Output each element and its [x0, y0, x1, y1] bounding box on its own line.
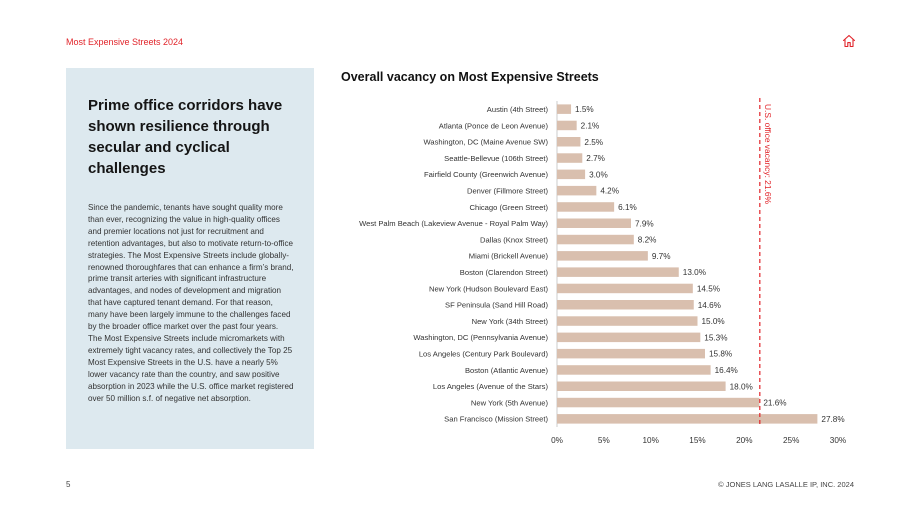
x-tick-label: 15%	[689, 436, 705, 445]
category-label: Chicago (Green Street)	[469, 203, 548, 212]
category-label: SF Peninsula (Sand Hill Road)	[445, 301, 548, 310]
category-label: San Francisco (Mission Street)	[444, 415, 548, 424]
value-label: 13.0%	[683, 268, 706, 277]
bar	[557, 251, 648, 261]
value-label: 27.8%	[821, 415, 844, 424]
category-label: Washington, DC (Maine Avenue SW)	[423, 138, 548, 147]
value-label: 9.7%	[652, 252, 671, 261]
page-number: 5	[66, 480, 71, 489]
x-tick-label: 10%	[642, 436, 658, 445]
value-label: 1.5%	[575, 105, 594, 114]
bar	[557, 185, 597, 196]
category-label: New York (34th Street)	[472, 317, 549, 326]
value-label: 15.3%	[704, 333, 727, 342]
bar	[557, 137, 581, 147]
value-label: 2.5%	[584, 138, 603, 147]
bar	[557, 283, 693, 294]
report-title: Most Expensive Streets 2024	[66, 37, 184, 47]
value-label: 2.7%	[586, 154, 605, 163]
category-label: Austin (4th Street)	[487, 105, 549, 114]
value-label: 2.1%	[581, 121, 600, 130]
chart-title: Overall vacancy on Most Expensive Street…	[341, 70, 599, 84]
category-label: Los Angeles (Avenue of the Stars)	[433, 382, 549, 391]
bar	[557, 218, 631, 228]
value-label: 16.4%	[715, 366, 738, 375]
category-label: Los Angeles (Century Park Boulevard)	[419, 349, 549, 358]
value-label: 15.0%	[702, 317, 725, 326]
bar	[557, 300, 694, 310]
value-label: 21.6%	[763, 399, 786, 408]
bar	[557, 234, 634, 245]
category-label: West Palm Beach (Lakeview Avenue - Royal…	[359, 219, 548, 228]
value-label: 4.2%	[600, 187, 619, 196]
value-label: 14.5%	[697, 284, 720, 293]
value-label: 3.0%	[589, 170, 608, 179]
x-tick-label: 25%	[783, 436, 799, 445]
value-label: 6.1%	[618, 203, 637, 212]
bar	[557, 397, 760, 408]
panel-heading: Prime office corridors have shown resili…	[88, 97, 283, 177]
category-label: Miami (Brickell Avenue)	[469, 252, 549, 261]
bar	[557, 332, 701, 343]
copyright: © JONES LANG LASALLE IP, INC. 2024	[718, 480, 854, 489]
value-label: 7.9%	[635, 219, 654, 228]
bar	[557, 414, 818, 424]
category-label: Boston (Atlantic Avenue)	[465, 366, 548, 375]
category-label: New York (Hudson Boulevard East)	[429, 284, 549, 293]
x-tick-label: 30%	[830, 436, 846, 445]
home-icon[interactable]	[842, 34, 856, 48]
x-tick-label: 5%	[598, 436, 610, 445]
bar	[557, 169, 586, 180]
bar	[557, 104, 572, 114]
value-label: 14.6%	[698, 301, 721, 310]
value-label: 18.0%	[730, 382, 753, 391]
x-tick-label: 0%	[551, 436, 563, 445]
category-label: Atlanta (Ponce de Leon Avenue)	[439, 121, 549, 130]
category-label: Washington, DC (Pennsylvania Avenue)	[413, 333, 548, 342]
bar	[557, 365, 711, 375]
bar	[557, 202, 615, 212]
bar	[557, 316, 698, 326]
panel-body-text: Since the pandemic, tenants have sought …	[88, 203, 294, 403]
category-label: Fairfield County (Greenwich Avenue)	[424, 170, 548, 179]
value-label: 15.8%	[709, 350, 732, 359]
category-label: Denver (Fillmore Street)	[467, 186, 548, 195]
bar	[557, 153, 583, 163]
x-tick-label: 20%	[736, 436, 752, 445]
bar	[557, 120, 577, 131]
us-vacancy-reference-label: U.S. office vacancy: 21.6%	[763, 104, 773, 204]
summary-panel: Prime office corridors have shown resili…	[66, 68, 314, 449]
category-label: Dallas (Knox Street)	[480, 235, 548, 244]
bar	[557, 267, 679, 277]
category-label: New York (5th Avenue)	[471, 398, 549, 407]
category-label: Seattle-Bellevue (106th Street)	[444, 154, 548, 163]
category-label: Boston (Clarendon Street)	[460, 268, 549, 277]
bar	[557, 381, 726, 391]
bar	[557, 348, 705, 359]
value-label: 8.2%	[638, 236, 657, 245]
